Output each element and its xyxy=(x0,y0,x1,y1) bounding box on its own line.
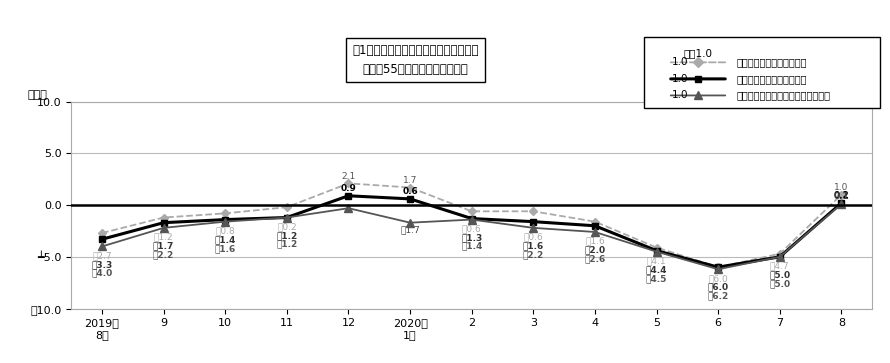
Text: 図1　賃金指数の推移（対前年同月比）
－規模55人以上－　調査産業計: 図1 賃金指数の推移（対前年同月比） －規模55人以上－ 調査産業計 xyxy=(352,44,479,76)
Text: 0.6: 0.6 xyxy=(402,187,418,196)
Text: ⌷4.0: ⌷4.0 xyxy=(92,269,113,278)
Text: ⌷6.2: ⌷6.2 xyxy=(708,291,729,301)
Text: ⌷2.7: ⌷2.7 xyxy=(93,251,112,260)
Text: ⌷2.6: ⌷2.6 xyxy=(585,254,605,263)
Text: ⌷1.2: ⌷1.2 xyxy=(154,233,174,241)
FancyBboxPatch shape xyxy=(644,37,880,108)
Text: 1.0: 1.0 xyxy=(672,74,688,84)
Text: ⌷6.0: ⌷6.0 xyxy=(708,283,729,292)
Text: ⌷0.6: ⌷0.6 xyxy=(462,224,481,233)
Text: ⌷2.2: ⌷2.2 xyxy=(522,250,544,259)
Text: 0.1: 0.1 xyxy=(834,192,849,201)
Text: ⌷4.7: ⌷4.7 xyxy=(770,261,789,270)
Text: ⌷0.6: ⌷0.6 xyxy=(523,233,543,241)
Text: 1.0: 1.0 xyxy=(834,183,848,192)
Text: 1.0: 1.0 xyxy=(672,57,688,67)
Text: ⌷1.6: ⌷1.6 xyxy=(214,244,236,253)
Text: 名目賃金（現金給与総額）: 名目賃金（現金給与総額） xyxy=(736,57,806,67)
Text: ⌷1.4: ⌷1.4 xyxy=(214,235,236,244)
Text: 0.9: 0.9 xyxy=(341,184,356,193)
Text: ⌷1.7: ⌷1.7 xyxy=(400,225,420,234)
Text: ⌷4.4: ⌷4.4 xyxy=(646,265,668,274)
Text: ⌷1.7: ⌷1.7 xyxy=(153,241,174,250)
Text: ⌷1.6: ⌷1.6 xyxy=(585,237,605,246)
Text: ⌷4.5: ⌷4.5 xyxy=(646,274,668,283)
Text: ⌷4.1: ⌷4.1 xyxy=(647,256,667,265)
Text: 実質賃金（きまって支給する給与）: 実質賃金（きまって支給する給与） xyxy=(736,90,830,101)
Text: 2.1: 2.1 xyxy=(342,172,356,181)
Text: ⌷1.3: ⌷1.3 xyxy=(461,233,482,242)
Text: ⌷5.0: ⌷5.0 xyxy=(769,270,790,279)
Text: ⌷1.2: ⌷1.2 xyxy=(276,231,297,240)
Text: 例：1.0: 例：1.0 xyxy=(684,48,713,58)
Text: 実質賃金（現金給与総額）: 実質賃金（現金給与総額） xyxy=(736,74,806,84)
Text: ⌷0.8: ⌷0.8 xyxy=(215,226,235,235)
Text: ⌷2.0: ⌷2.0 xyxy=(585,245,605,254)
Text: 1.0: 1.0 xyxy=(672,90,688,101)
Text: 0.2: 0.2 xyxy=(834,191,849,200)
Text: （％）: （％） xyxy=(28,90,47,99)
Text: ⌷1.6: ⌷1.6 xyxy=(522,241,544,250)
Text: ⌷1.4: ⌷1.4 xyxy=(461,242,482,251)
Text: ⌷6.0: ⌷6.0 xyxy=(708,274,728,283)
Text: ⌷0.2: ⌷0.2 xyxy=(277,222,296,231)
Text: 1.7: 1.7 xyxy=(403,176,417,185)
Text: ⌷3.3: ⌷3.3 xyxy=(92,260,113,269)
Text: ⌷5.0: ⌷5.0 xyxy=(769,279,790,288)
Text: ⌷1.2: ⌷1.2 xyxy=(276,240,297,249)
Text: ⌷2.2: ⌷2.2 xyxy=(153,250,174,259)
